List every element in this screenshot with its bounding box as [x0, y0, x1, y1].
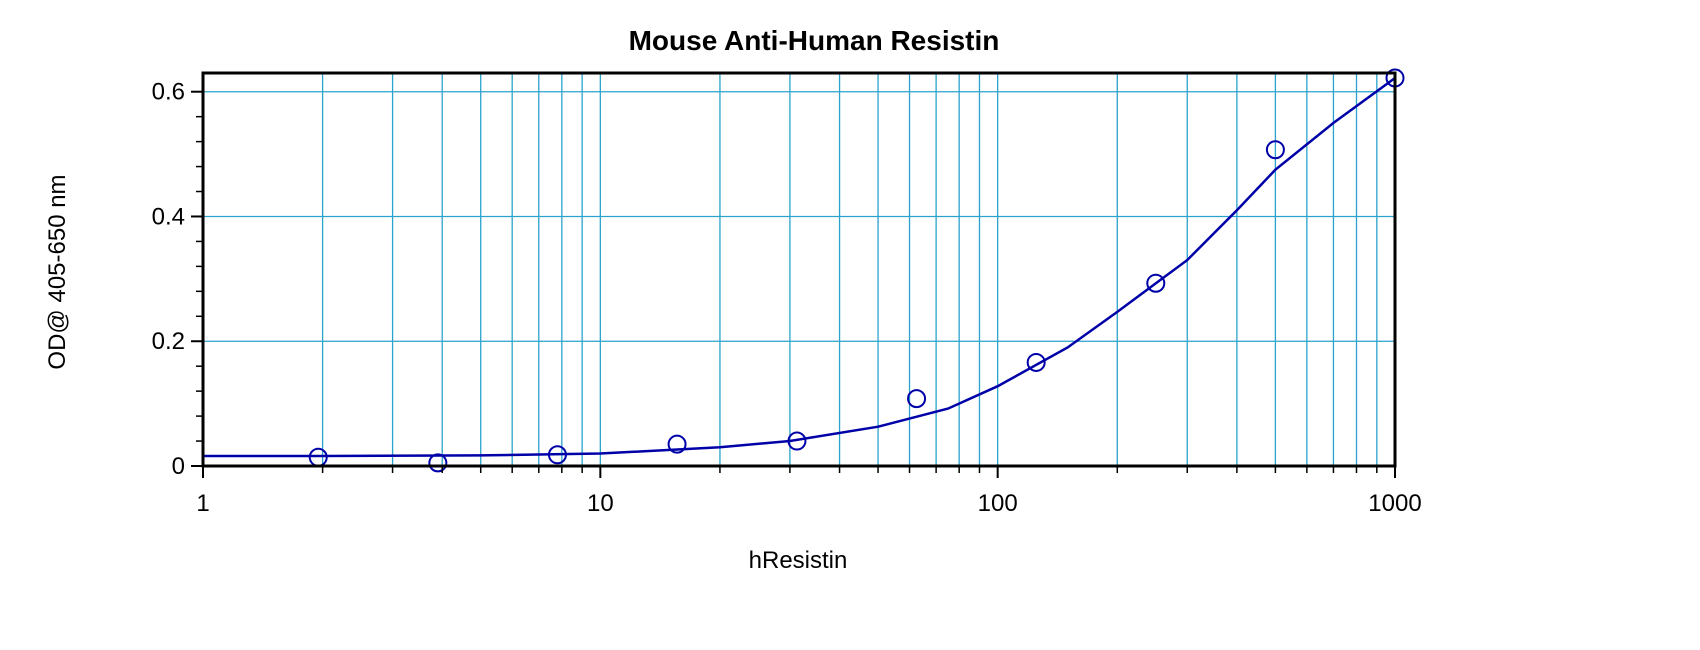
x-tick-label: 1000 [1368, 490, 1421, 517]
data-points-group [308, 68, 1405, 473]
x-tick-label: 100 [978, 490, 1018, 517]
chart-title: Mouse Anti-Human Resistin [629, 25, 1000, 56]
data-point [1146, 273, 1166, 293]
y-tick-label: 0.4 [152, 203, 185, 230]
plot-frame [201, 71, 1397, 468]
data-point [787, 431, 807, 451]
data-point [428, 453, 448, 473]
data-point [1265, 140, 1285, 160]
y-tick-label: 0 [172, 453, 185, 480]
data-point [308, 447, 328, 467]
fit-curve-group [203, 76, 1396, 458]
fit-curve [203, 76, 1396, 458]
data-point [667, 434, 687, 454]
data-point [907, 389, 927, 409]
data-point [1026, 352, 1046, 372]
y-tick-label: 0.6 [152, 79, 185, 106]
x-tick-label: 1 [196, 490, 209, 517]
x-axis-label: hResistin [749, 547, 848, 574]
grid [203, 73, 1395, 466]
y-tick-label: 0.2 [152, 328, 185, 355]
y-axis-label: OD@ 405-650 nm [44, 174, 71, 369]
axis-ticks: 1 10 100 1000 0 0.2 0.4 0.6 [152, 79, 1422, 517]
x-tick-label: 10 [587, 490, 614, 517]
data-point [547, 445, 567, 465]
